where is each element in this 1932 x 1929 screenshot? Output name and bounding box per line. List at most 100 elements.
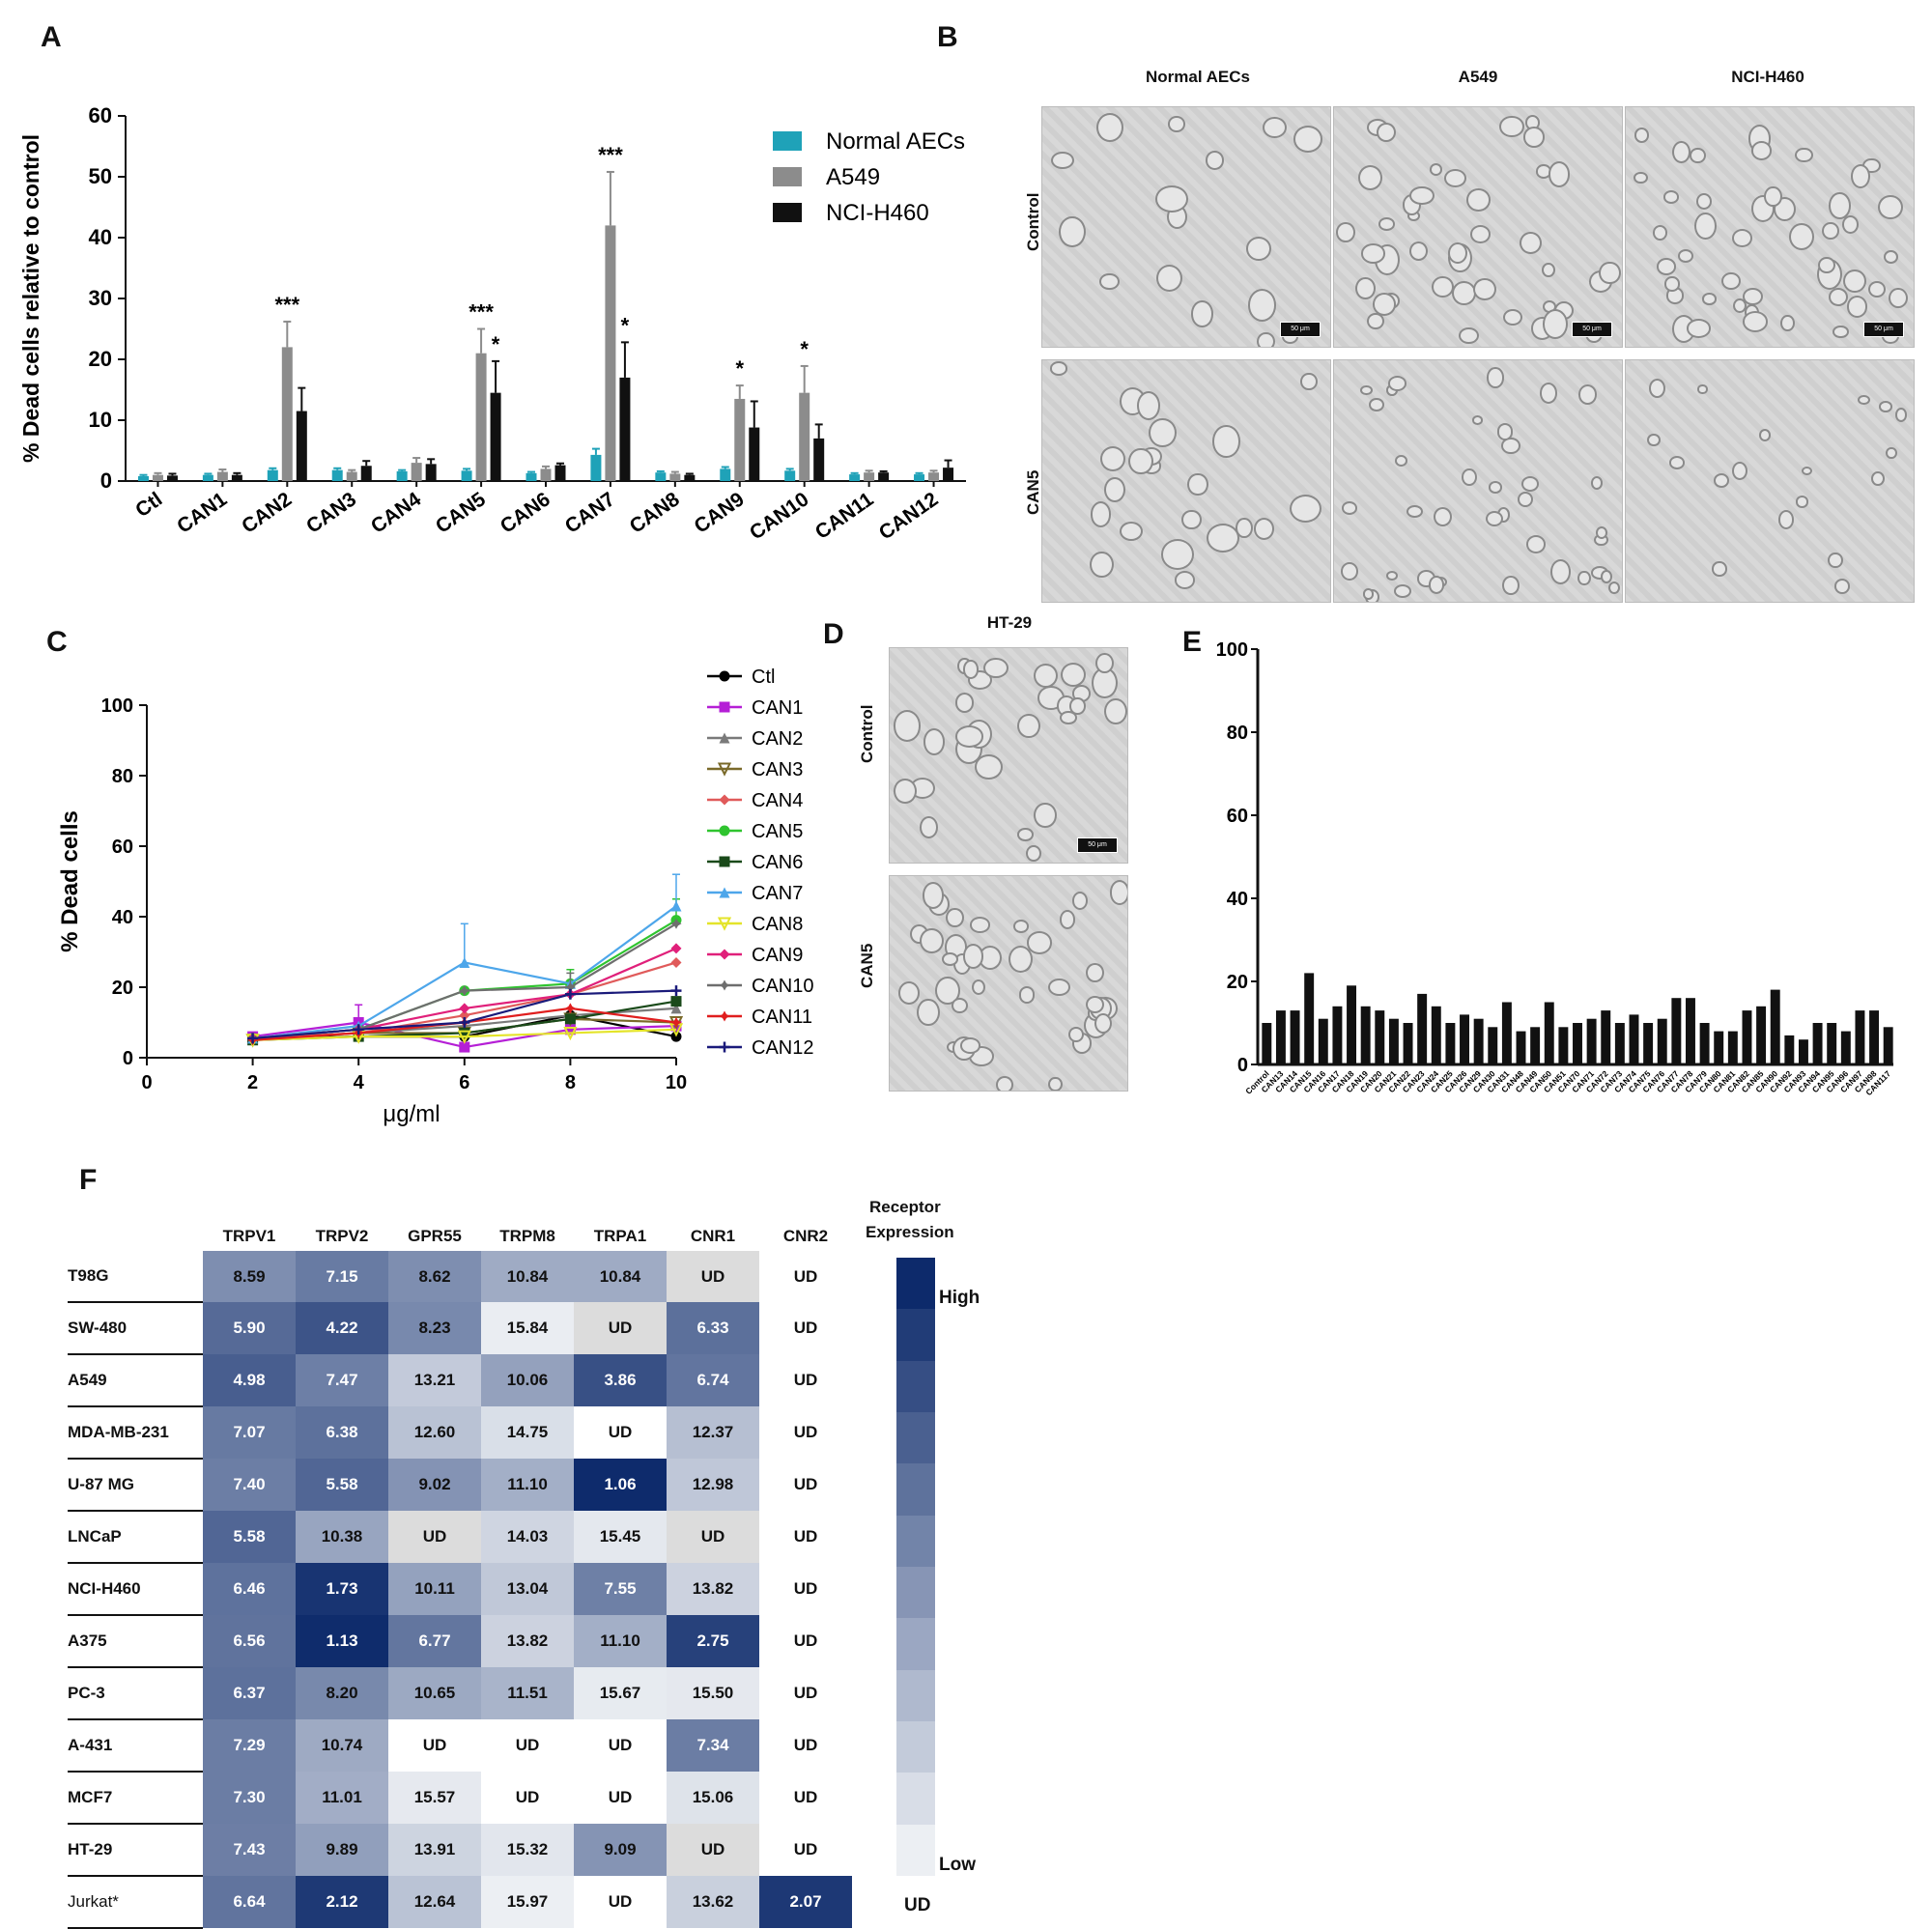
cell-shape: [1409, 241, 1429, 262]
cell-shape: [946, 907, 965, 928]
significance-mark: *: [621, 313, 630, 337]
legend-step: [896, 1360, 935, 1412]
cell-shape: [1828, 288, 1848, 307]
legend-marker: [719, 979, 730, 991]
scale-bar: 50 μm: [1077, 837, 1118, 853]
cell-shape: [1496, 423, 1514, 440]
bar: [1586, 1018, 1597, 1064]
cell-shape: [1461, 468, 1477, 487]
y-tick-label: 0: [1237, 1055, 1248, 1076]
bar: [1530, 1027, 1541, 1064]
bar: [360, 466, 372, 481]
heatmap-cell: 12.98: [667, 1459, 759, 1511]
cell-shape: [1543, 309, 1569, 339]
bar: [1657, 1018, 1667, 1064]
cell-shape: [1068, 1026, 1085, 1043]
cell-shape: [1870, 470, 1885, 486]
heatmap-row-label: NCI-H460: [68, 1563, 203, 1616]
cell-shape: [1086, 995, 1105, 1013]
heatmap-row: MCF7 7.30 11.01 15.57 UD UD 15.06 UD: [68, 1772, 852, 1825]
x-tick-label: CAN1: [173, 488, 231, 538]
cell-shape: [1867, 280, 1886, 298]
bar: [490, 392, 501, 481]
cell-shape: [969, 916, 991, 933]
cell-shape: [1470, 225, 1492, 244]
cell-shape: [1607, 582, 1620, 595]
y-tick-label: 80: [112, 766, 133, 787]
panel-d-micrographs: HT-29 Control CAN5 50 μm: [850, 609, 1140, 1092]
cell-shape: [1443, 168, 1467, 188]
bar: [166, 475, 178, 481]
cell-shape: [1878, 401, 1893, 412]
heatmap-row-label: MCF7: [68, 1772, 203, 1825]
data-point: [670, 956, 682, 968]
heatmap-cell: UD: [759, 1615, 852, 1667]
heatmap-cell: 11.10: [574, 1615, 667, 1667]
panel-label-a: A: [41, 21, 62, 53]
cell-shape: [1387, 376, 1406, 392]
heatmap-cell: 7.34: [667, 1719, 759, 1772]
heatmap-cell: 7.55: [574, 1563, 667, 1615]
x-tick-label: CAN8: [626, 488, 684, 538]
bar: [914, 474, 925, 481]
bar: [1869, 1010, 1880, 1064]
legend-step: [896, 1412, 935, 1464]
heatmap-cell: 10.06: [481, 1354, 574, 1406]
legend-marker: [719, 949, 730, 960]
cell-shape: [1656, 258, 1677, 275]
cell-shape: [1385, 570, 1399, 581]
bar: [475, 353, 487, 481]
cell-shape: [1103, 476, 1125, 503]
cell-shape: [1721, 271, 1741, 290]
heatmap-cell: 11.51: [481, 1667, 574, 1719]
heatmap-cell: UD: [759, 1406, 852, 1459]
heatmap-cell: 13.04: [481, 1563, 574, 1615]
heatmap-row: Jurkat* 6.64 2.12 12.64 15.97 UD 13.62 2.07: [68, 1876, 852, 1929]
cell-shape: [1549, 559, 1571, 585]
cell-shape: [1160, 539, 1195, 571]
micro-b-col-2: A549: [1458, 68, 1498, 86]
legend-marker: [719, 1010, 730, 1022]
bar: [281, 347, 293, 481]
micro-b-col-3: NCI-H460: [1731, 68, 1804, 86]
legend-label: CAN9: [752, 945, 803, 966]
cell-shape: [1634, 128, 1650, 144]
bar: [1686, 998, 1695, 1064]
heatmap-row-label: A549: [68, 1354, 203, 1407]
bar: [734, 398, 746, 481]
bar: [152, 474, 163, 481]
heatmap-row-label: SW-480: [68, 1302, 203, 1355]
heatmap-row: LNCaP 5.58 10.38 UD 14.03 15.45 UD UD: [68, 1511, 852, 1564]
y-tick-label: 100: [101, 695, 133, 717]
cell-shape: [1394, 454, 1408, 467]
heatmap-cell: 8.59: [203, 1251, 296, 1302]
cell-shape: [1290, 494, 1322, 523]
bar: [878, 472, 890, 481]
cell-shape: [1502, 308, 1523, 326]
legend-swatch: [773, 131, 802, 151]
bar: [296, 411, 307, 481]
data-point: [670, 900, 682, 912]
legend-label: Ctl: [752, 667, 775, 688]
heatmap-cell: 10.65: [388, 1667, 481, 1719]
legend-step: [896, 1309, 935, 1361]
legend-title-line-1: Receptor: [869, 1198, 941, 1216]
heatmap-cell: 9.02: [388, 1459, 481, 1511]
cell-shape: [1652, 224, 1668, 241]
data-point: [564, 981, 576, 993]
bar: [1784, 1035, 1795, 1064]
legend-marker: [719, 825, 730, 837]
cell-shape: [1522, 127, 1546, 148]
y-tick-label: 60: [112, 837, 133, 858]
heatmap-column-header: TRPA1: [593, 1227, 647, 1245]
cell-shape: [1109, 880, 1127, 905]
cell-shape: [1590, 476, 1604, 491]
heatmap-column-header: TRPV2: [315, 1227, 369, 1245]
cell-shape: [1851, 163, 1871, 188]
series-line: [252, 1028, 677, 1041]
data-point: [670, 985, 682, 997]
data-point: [459, 1027, 470, 1038]
cell-shape: [1777, 510, 1795, 530]
bar: [526, 472, 537, 481]
cell-shape: [1361, 243, 1385, 264]
